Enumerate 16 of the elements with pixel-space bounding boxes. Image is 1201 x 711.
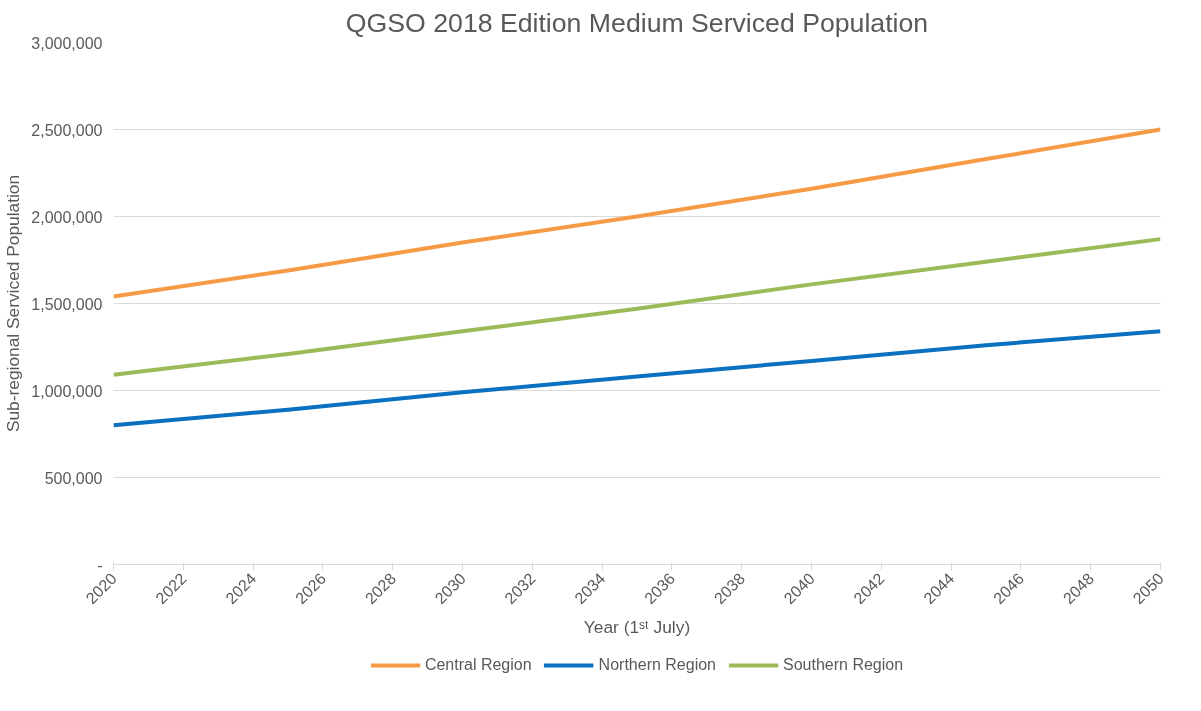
y-tick-label: 3,000,000 [31, 34, 103, 52]
y-tick-label: 1,500,000 [31, 295, 103, 313]
line-series [113, 237, 1161, 377]
chart-title: QGSO 2018 Edition Medium Serviced Population [345, 7, 929, 38]
x-axis-title: Year (1ˢᵗ July) [583, 617, 691, 638]
legend-label: Northern Region [598, 656, 717, 674]
legend-label: Southern Region [783, 656, 904, 674]
y-tick-label: 2,000,000 [31, 208, 103, 226]
y-tick-label: 1,000,000 [31, 382, 103, 400]
y-tick-label: 500,000 [44, 469, 103, 487]
y-axis-title: Sub-regional Serviced Population [3, 174, 24, 433]
line-series [113, 127, 1161, 299]
legend-label: Central Region [424, 656, 532, 674]
y-tick-label: - [97, 556, 103, 574]
y-tick-label: 2,500,000 [31, 121, 103, 139]
line-series [113, 329, 1161, 428]
